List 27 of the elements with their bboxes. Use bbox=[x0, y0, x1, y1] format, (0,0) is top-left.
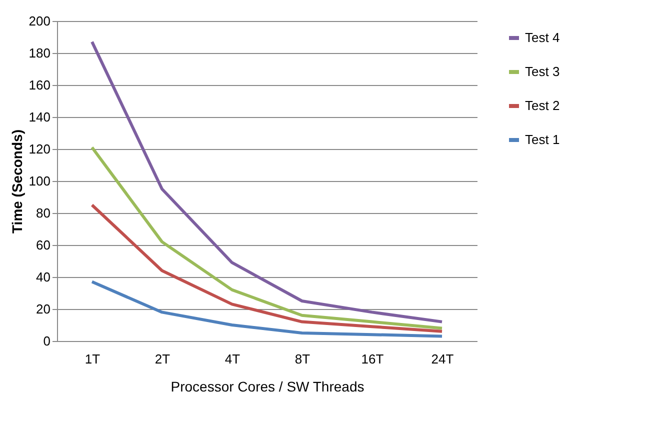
x-tick-label: 4T bbox=[224, 352, 240, 366]
x-axis-title: Processor Cores / SW Threads bbox=[170, 378, 364, 394]
x-tick-label: 2T bbox=[154, 352, 170, 366]
y-tick-label: 140 bbox=[28, 110, 50, 124]
x-tick-label: 8T bbox=[294, 352, 310, 366]
y-tick-label: 0 bbox=[43, 334, 50, 348]
y-tick-label: 160 bbox=[28, 78, 50, 92]
legend-label: Test 1 bbox=[525, 132, 560, 147]
y-tick-label: 60 bbox=[36, 238, 50, 252]
y-tick-label: 80 bbox=[36, 206, 50, 220]
line-series bbox=[90, 146, 444, 330]
legend-label: Test 4 bbox=[525, 30, 560, 45]
y-tick-label: 120 bbox=[28, 142, 50, 156]
x-tick-label: 1T bbox=[84, 352, 100, 366]
y-tick-label: 20 bbox=[36, 302, 50, 316]
line-series bbox=[90, 280, 444, 338]
legend-label: Test 2 bbox=[525, 98, 560, 113]
x-tick-label: 24T bbox=[431, 352, 454, 366]
y-axis-title: Time (Seconds) bbox=[8, 130, 25, 234]
legend-label: Test 3 bbox=[525, 64, 560, 79]
y-tick-label: 100 bbox=[28, 174, 50, 188]
y-tick-label: 200 bbox=[28, 14, 50, 28]
line-series bbox=[90, 40, 444, 324]
y-tick-label: 180 bbox=[28, 46, 50, 60]
y-tick-label: 40 bbox=[36, 270, 50, 284]
line-series bbox=[90, 204, 444, 333]
x-tick-label: 16T bbox=[361, 352, 384, 366]
